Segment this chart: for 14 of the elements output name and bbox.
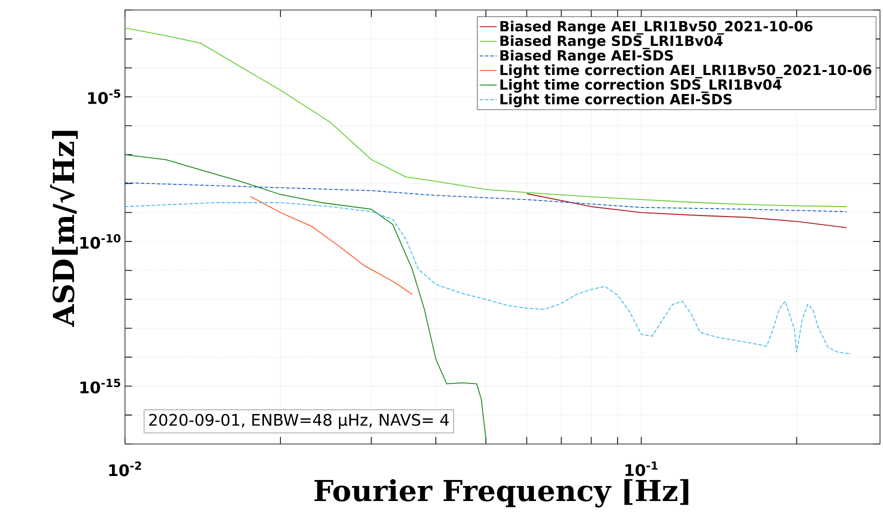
legend-label: Light time correction SDS_LRI1Bv04 [500, 79, 782, 93]
x-tick-label: 10$^{-1}$ [626, 462, 658, 476]
y-tick-label: 10$^{-15}$ [80, 378, 120, 394]
legend-label: Biased Range AEI-SDS [500, 50, 673, 64]
legend-label: Biased Range AEI_LRI1Bv50_2021-10-06 [500, 20, 813, 35]
legend-label: Light time correction AEI_LRI1Bv50_2021-10-06 [500, 64, 872, 78]
y-axis-title: ASD[m/√Hz] [50, 130, 78, 327]
legend-label: Light time correction AEI-SDS [500, 94, 732, 108]
y-tick-label: 10$^{-10}$ [80, 234, 120, 249]
y-tick-label: 10$^{-5}$ [88, 89, 120, 104]
x-tick-label: 10$^{-2}$ [109, 462, 142, 476]
annotation: 2020-09-01, ENBW=48 µHz, NAVS= 4 [149, 414, 449, 429]
legend-label: Biased Range SDS_LRI1Bv04 [500, 35, 723, 50]
x-axis-title: Fourier Frequency [Hz] [314, 479, 688, 508]
